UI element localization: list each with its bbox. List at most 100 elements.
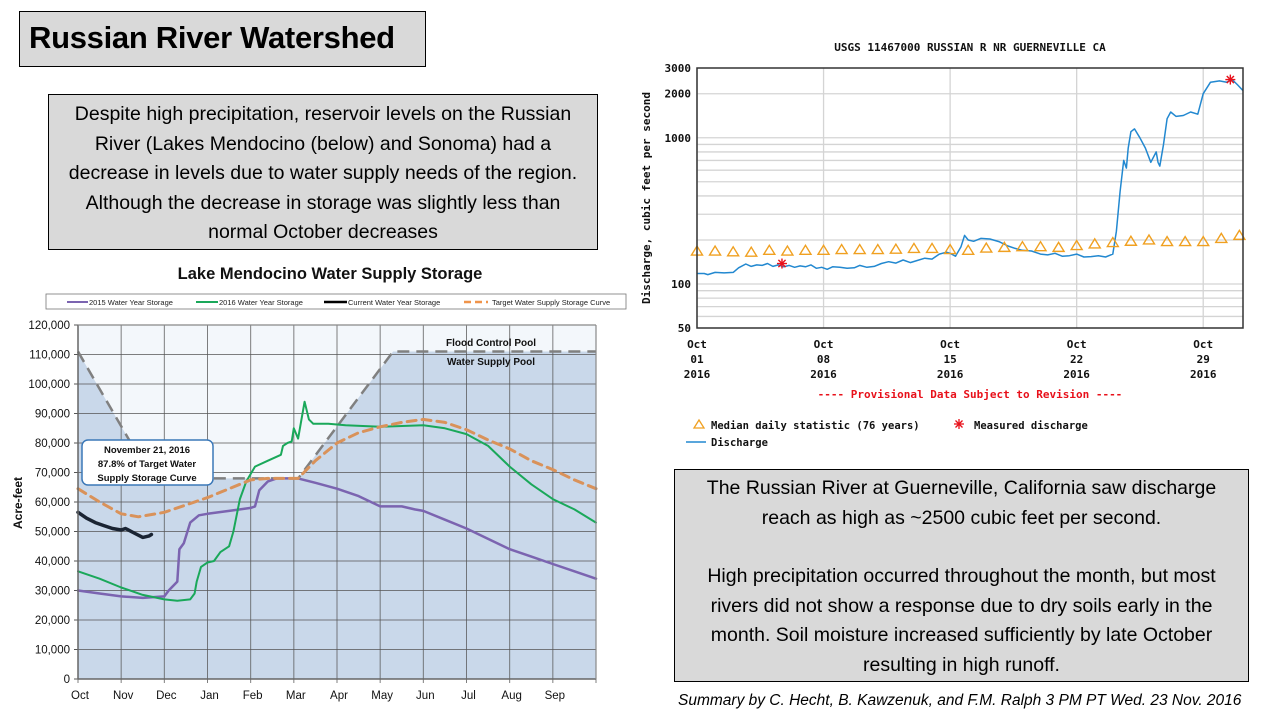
usgs-legend: Median daily statistic (76 years) Measur…: [686, 418, 1088, 449]
median-point: [690, 244, 704, 256]
water-supply-pool-fill: [78, 351, 596, 679]
intro-text-box: Despite high precipitation, reservoir le…: [48, 94, 598, 250]
median-point: [1015, 240, 1030, 252]
y-tick-label: 3000: [665, 62, 692, 75]
usgs-discharge-chart: USGS 11467000 RUSSIAN R NR GUERNEVILLE C…: [640, 41, 1247, 449]
median-point: [780, 244, 795, 256]
x-tick-label: Apr: [330, 690, 348, 702]
x-tick-label: Oct: [1193, 338, 1213, 351]
median-point: [1232, 229, 1247, 241]
median-point: [961, 243, 975, 255]
y-tick-label: 100: [671, 278, 691, 291]
x-tick-label: May: [371, 690, 393, 702]
median-point: [979, 241, 994, 253]
x-tick-label: Aug: [501, 690, 521, 702]
usgs-y-axis-label: Discharge, cubic feet per second: [640, 92, 653, 304]
x-tick-label: Oct: [687, 338, 707, 351]
x-tick-label: 2016: [1190, 368, 1217, 381]
x-tick-label: Oct: [940, 338, 960, 351]
x-tick-label: Jul: [461, 690, 476, 702]
legend-label-target: Target Water Supply Storage Curve: [492, 298, 610, 307]
measured-discharge-point: [776, 258, 787, 269]
plot-border: [696, 67, 1244, 329]
measured-asterisk-legend-icon: [954, 419, 964, 429]
x-tick-label: 01: [690, 353, 704, 366]
x-tick-label: Nov: [113, 690, 134, 702]
x-tick-label: 2016: [684, 368, 711, 381]
summary-paragraph-2: High precipitation occurred throughout t…: [707, 565, 1216, 676]
x-tick-label: Mar: [286, 690, 306, 702]
y-tick-label: 20,000: [35, 615, 70, 627]
median-point: [1051, 241, 1066, 253]
median-point: [852, 243, 867, 255]
median-triangle-legend-icon: [692, 418, 706, 429]
legend-label-median: Median daily statistic (76 years): [711, 420, 920, 432]
usgs-chart-title: USGS 11467000 RUSSIAN R NR GUERNEVILLE C…: [834, 41, 1106, 54]
annotation-line-2: 87.8% of Target Water: [98, 459, 196, 470]
y-tick-label: 60,000: [35, 497, 70, 509]
y-tick-label: 100,000: [28, 379, 70, 391]
discharge-line: [697, 78, 1244, 276]
usgs-plot-area: 50 100 1000 2000 3000 Oct 01 2016 Oct 08 2016 Oct 15…: [665, 62, 1247, 381]
median-point: [708, 244, 722, 256]
median-point: [1214, 232, 1229, 244]
x-tick-label: Oct: [1067, 338, 1087, 351]
plot-background: [78, 325, 596, 679]
flood-control-pool-label: Flood Control Pool: [446, 338, 536, 349]
y-tick-label: 50,000: [35, 527, 70, 539]
summary-text-box: The Russian River at Guerneville, Califo…: [674, 469, 1249, 682]
y-tick-label: 90,000: [35, 409, 70, 421]
x-tick-label: 2016: [1063, 368, 1090, 381]
y-tick-label: 70,000: [35, 468, 70, 480]
x-tick-label: 15: [943, 353, 956, 366]
x-tick-label: Oct: [814, 338, 834, 351]
median-point: [1196, 235, 1210, 247]
y-tick-label: 50: [678, 322, 691, 335]
median-point: [871, 243, 885, 255]
median-point: [1142, 233, 1156, 245]
median-point: [834, 243, 849, 255]
median-point: [744, 245, 758, 257]
legend-label-measured: Measured discharge: [974, 420, 1088, 432]
median-point: [889, 242, 903, 254]
x-tick-label: 29: [1197, 353, 1210, 366]
slide-title: Russian River Watershed: [29, 20, 395, 55]
water-supply-pool-label: Water Supply Pool: [447, 357, 535, 368]
summary-paragraph-1: The Russian River at Guerneville, Califo…: [706, 477, 1217, 529]
x-tick-label: 08: [817, 353, 830, 366]
x-tick-label: Sep: [545, 690, 565, 702]
asterisk-stroke: [1226, 75, 1235, 84]
median-point: [1033, 240, 1048, 252]
november-21-annotation: November 21, 2016 87.8% of Target Water …: [81, 439, 214, 486]
provisional-data-note: ---- Provisional Data Subject to Revisio…: [818, 388, 1123, 401]
median-point: [1124, 234, 1138, 246]
x-tick-label: 2016: [937, 368, 964, 381]
annotation-line-1: November 21, 2016: [104, 445, 190, 456]
slide-title-box: Russian River Watershed: [19, 11, 426, 67]
median-point: [943, 243, 957, 255]
intro-text: Despite high precipitation, reservoir le…: [68, 103, 578, 244]
series-2016-storage: [77, 400, 597, 602]
asterisk-stroke: [777, 259, 787, 268]
y-tick-label: 120,000: [28, 320, 70, 332]
legend-label-2015: 2015 Water Year Storage: [89, 298, 173, 307]
annotation-line-3: Supply Storage Curve: [97, 473, 196, 484]
y-tick-label: 0: [64, 674, 70, 686]
median-point: [816, 243, 831, 255]
legend-label-2016: 2016 Water Year Storage: [219, 298, 303, 307]
plot-background: [697, 68, 1243, 328]
asterisk-stroke: [1226, 75, 1235, 84]
x-tick-label: Oct: [71, 690, 90, 702]
median-point: [726, 245, 740, 257]
median-point: [762, 243, 777, 255]
x-tick-label: 22: [1070, 353, 1083, 366]
y-tick-label: 2000: [665, 88, 692, 101]
x-tick-label: Jan: [200, 690, 219, 702]
flood-control-curve: [76, 350, 596, 480]
mendocino-legend: 2015 Water Year Storage 2016 Water Year …: [45, 293, 627, 310]
median-point: [1069, 239, 1084, 251]
series-current-storage: [76, 510, 154, 540]
x-tick-label: Dec: [156, 690, 177, 702]
mendocino-y-axis-label: Acre-feet: [11, 477, 25, 529]
y-tick-label: 30,000: [35, 586, 70, 598]
